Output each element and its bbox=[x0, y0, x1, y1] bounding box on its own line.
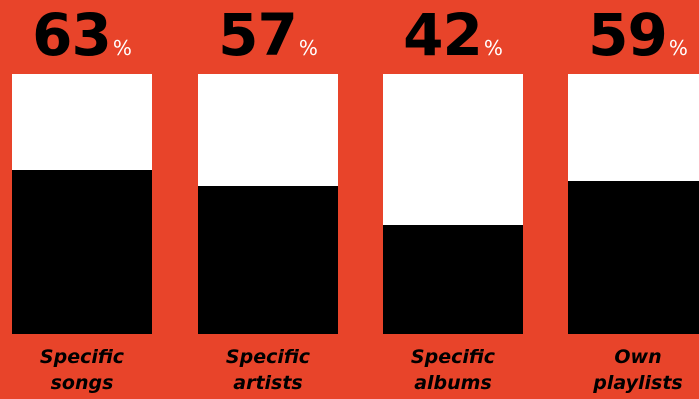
value-unit: % bbox=[112, 36, 132, 60]
category-label: Own playlists bbox=[558, 344, 699, 396]
value-label: 63% bbox=[12, 2, 152, 68]
category-label-line: Specific bbox=[39, 346, 125, 368]
category-label-line: playlists bbox=[593, 372, 683, 394]
category-label-line: artists bbox=[233, 372, 303, 394]
category-label: Specific artists bbox=[188, 344, 348, 396]
category-label-line: Specific bbox=[410, 346, 496, 368]
value-unit: % bbox=[668, 36, 688, 60]
category-label-line: songs bbox=[50, 372, 114, 394]
category-label-line: Specific bbox=[225, 346, 311, 368]
category-label: Specific albums bbox=[373, 344, 533, 396]
value-number: 57 bbox=[218, 1, 298, 69]
bar-track bbox=[12, 74, 152, 334]
bar bbox=[198, 186, 338, 334]
category-label: Specific songs bbox=[2, 344, 162, 396]
value-number: 59 bbox=[588, 1, 668, 69]
bar bbox=[568, 181, 699, 334]
bar bbox=[383, 225, 523, 334]
value-label: 59% bbox=[568, 2, 699, 68]
bar-track bbox=[383, 74, 523, 334]
value-number: 42 bbox=[403, 1, 483, 69]
bar-track bbox=[198, 74, 338, 334]
value-number: 63 bbox=[32, 1, 112, 69]
value-unit: % bbox=[298, 36, 318, 60]
category-label-line: albums bbox=[414, 372, 492, 394]
value-label: 57% bbox=[198, 2, 338, 68]
bar-track bbox=[568, 74, 699, 334]
category-label-line: Own bbox=[614, 346, 662, 368]
bar bbox=[12, 170, 152, 334]
value-label: 42% bbox=[383, 2, 523, 68]
value-unit: % bbox=[483, 36, 503, 60]
